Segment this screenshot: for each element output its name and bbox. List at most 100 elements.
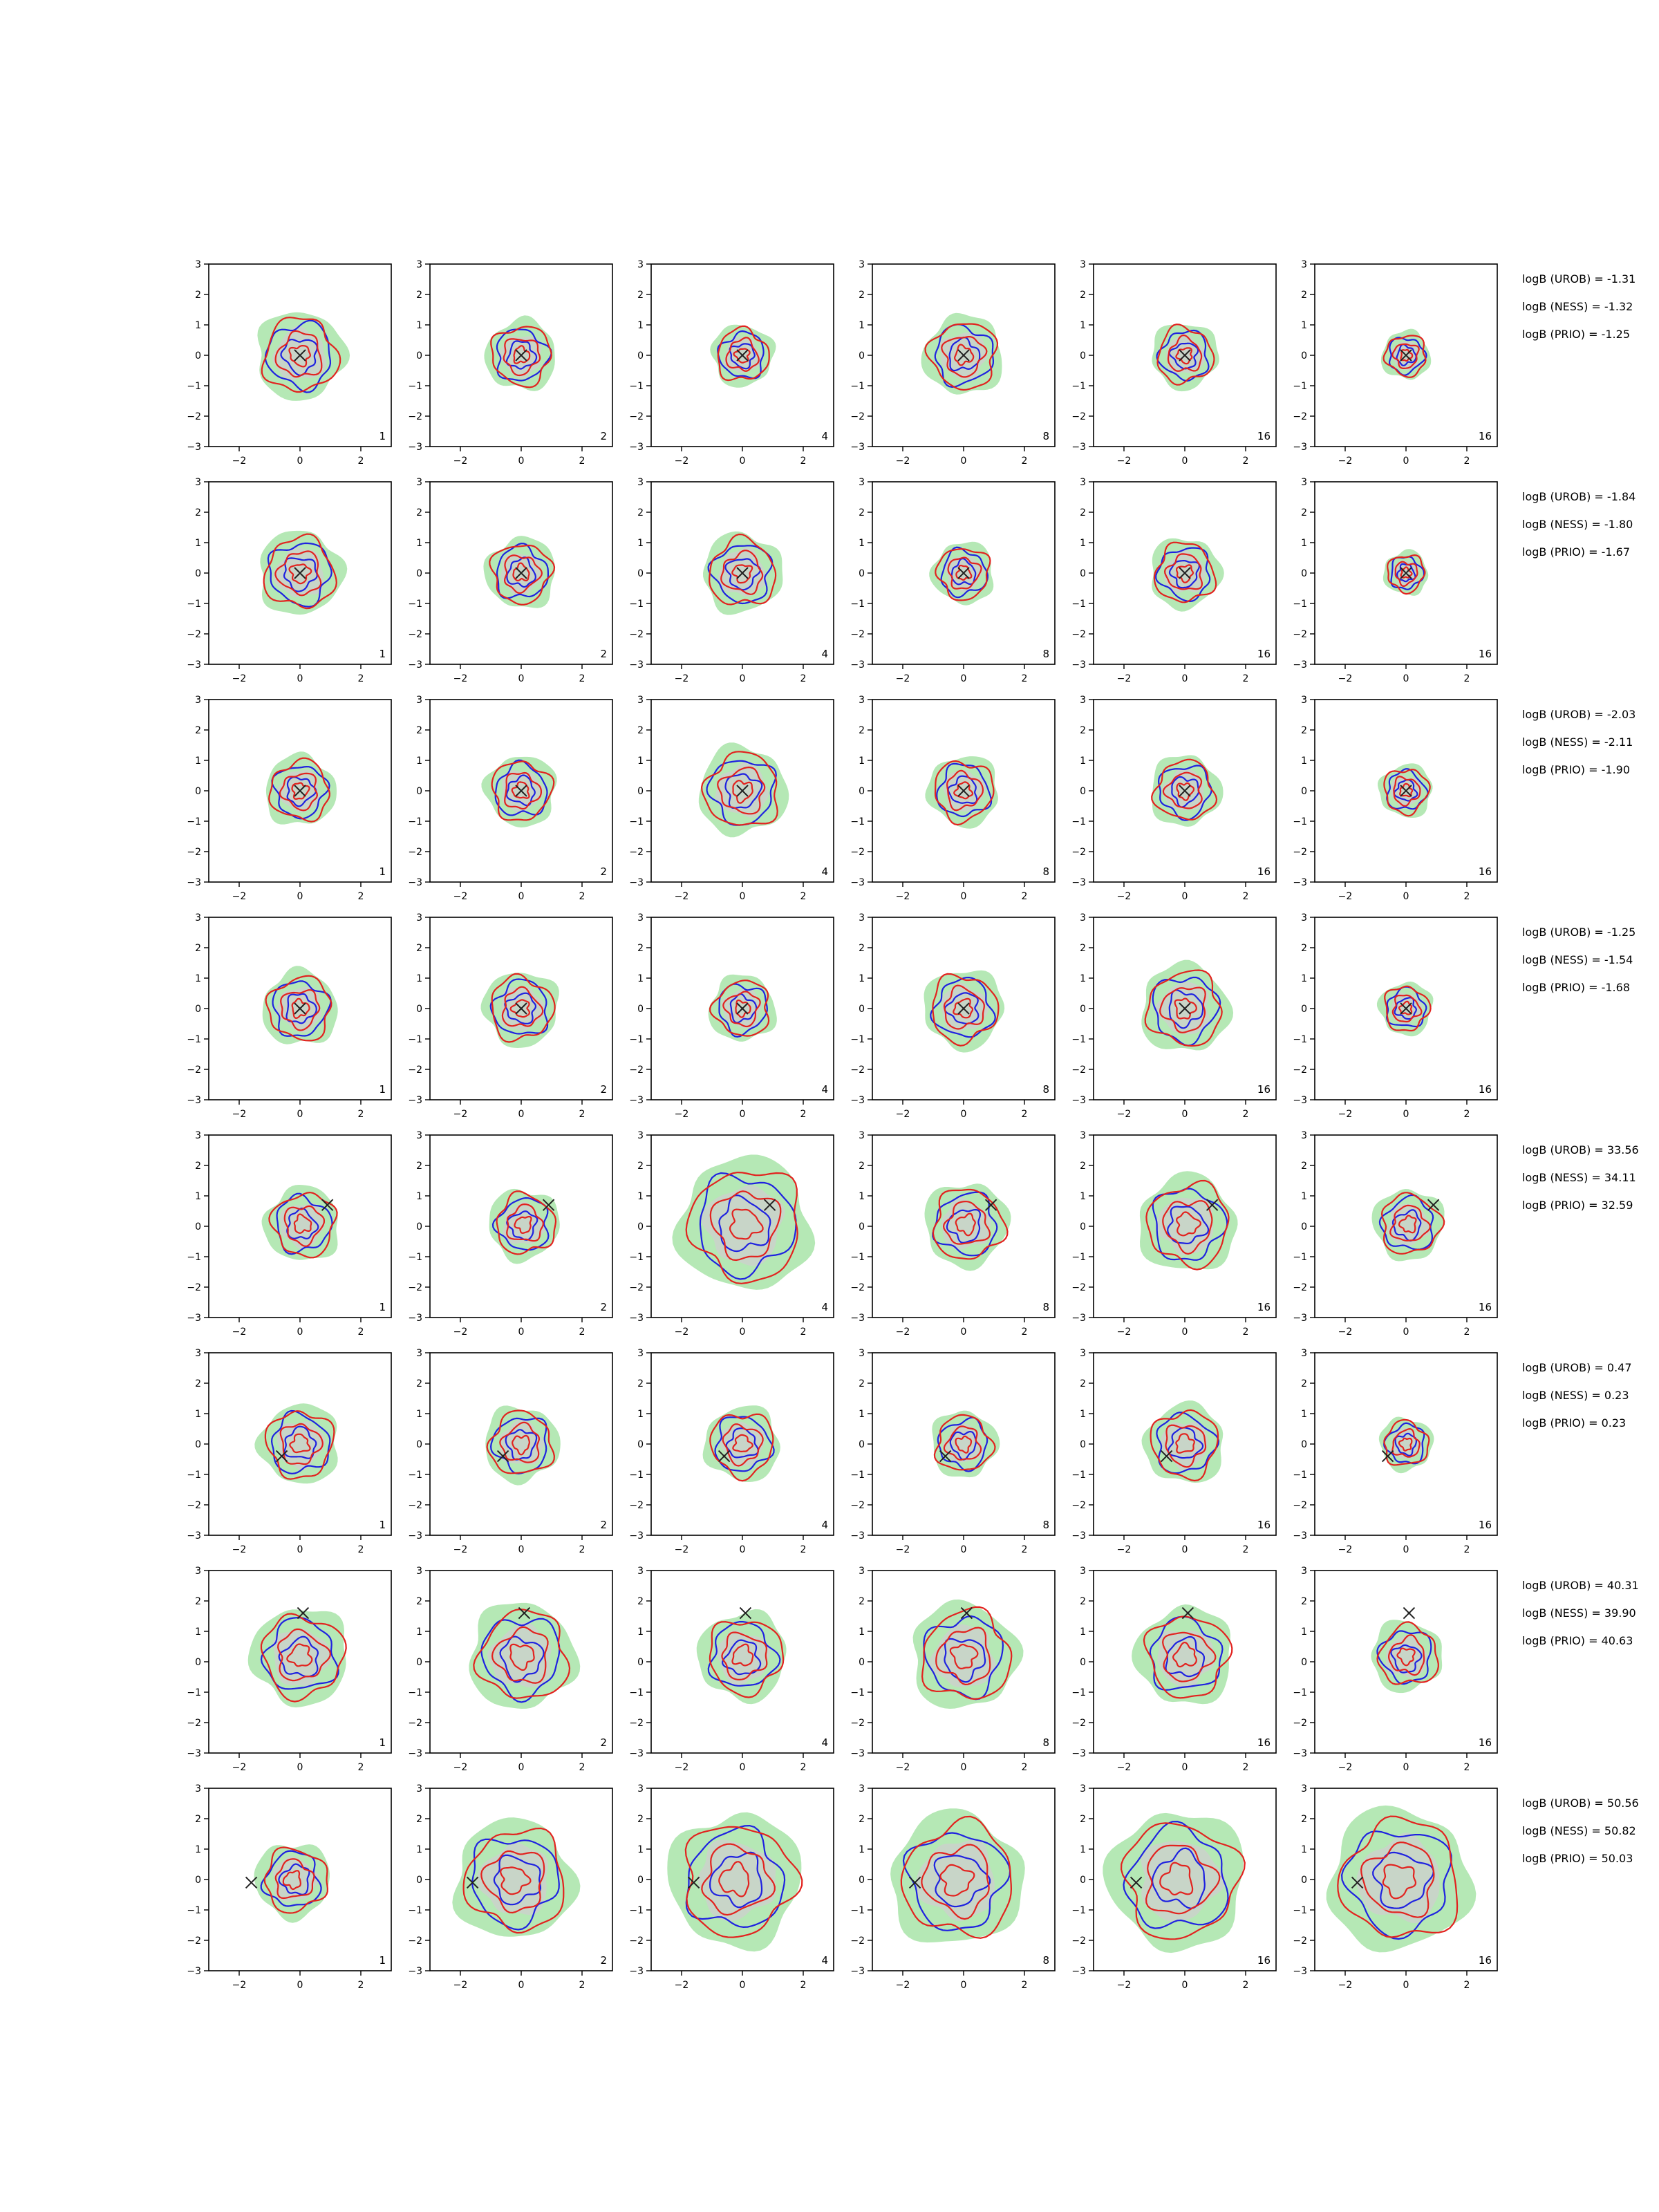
blue-contour-inner xyxy=(506,556,537,588)
y-tick-label: −2 xyxy=(629,1500,644,1511)
panel-corner-label: 4 xyxy=(821,865,828,878)
y-tick-label: 3 xyxy=(1080,1783,1086,1794)
y-tick-label: 3 xyxy=(1301,1566,1307,1577)
red-contour-outer xyxy=(709,533,777,606)
y-tick-label: −1 xyxy=(629,1687,644,1698)
red-contour-outer xyxy=(709,1413,774,1482)
y-tick-label: 0 xyxy=(637,786,644,797)
y-tick-label: 0 xyxy=(1301,568,1307,579)
panel-r3-c1: −2 0 2 3 2 1 0 −1 −2 −3 1 xyxy=(187,695,392,902)
red-contour-inner xyxy=(955,564,973,581)
y-tick-label: 2 xyxy=(637,290,644,301)
x-tick-label: 2 xyxy=(1464,673,1470,684)
y-tick-label: 1 xyxy=(637,1844,644,1855)
x-tick-label: 0 xyxy=(740,1109,746,1120)
panel-r6-c6: −2 0 2 3 2 1 0 −1 −2 −3 16 xyxy=(1293,1348,1498,1555)
panel-r4-c5: −2 0 2 3 2 1 0 −1 −2 −3 16 xyxy=(1071,912,1277,1120)
y-tick-label: −2 xyxy=(850,1936,865,1947)
panel-corner-label: 8 xyxy=(1042,1301,1049,1313)
red-contour-inner xyxy=(731,1643,754,1667)
red-contour-outer xyxy=(268,1191,338,1259)
y-tick-label: −3 xyxy=(1071,877,1086,888)
y-tick-label: −1 xyxy=(408,1252,422,1263)
x-tick-label: 2 xyxy=(358,1327,364,1338)
red-contour-inner xyxy=(1176,1211,1202,1237)
red-contour-inner xyxy=(732,780,753,804)
true-value-marker xyxy=(275,1450,288,1463)
red-contour-middle xyxy=(921,1844,990,1920)
y-tick-label: 3 xyxy=(637,1783,644,1794)
evidence-label: logB (UROB) = 40.31 xyxy=(1522,1579,1639,1592)
red-contour-middle xyxy=(280,989,321,1031)
x-tick-label: 0 xyxy=(1403,891,1409,902)
evidence-label: logB (PRIO) = -1.90 xyxy=(1522,763,1630,776)
y-tick-label: 0 xyxy=(416,1004,422,1015)
y-tick-label: −3 xyxy=(1071,659,1086,671)
true-value-marker xyxy=(739,1606,752,1620)
panel-r2-c2: −2 0 2 3 2 1 0 −1 −2 −3 2 xyxy=(408,477,613,684)
y-tick-label: 2 xyxy=(195,725,201,736)
x-tick-label: −2 xyxy=(675,1109,689,1120)
x-tick-label: −2 xyxy=(675,673,689,684)
red-contour-outer xyxy=(717,325,770,382)
y-tick-label: −1 xyxy=(1293,1252,1307,1263)
y-tick-label: −2 xyxy=(1071,1065,1086,1076)
evidence-label: logB (UROB) = -1.25 xyxy=(1522,926,1636,939)
y-tick-label: −2 xyxy=(408,1500,422,1511)
y-tick-label: 2 xyxy=(1080,290,1086,301)
true-value-marker xyxy=(542,1199,555,1211)
red-contour-inner xyxy=(955,1212,976,1237)
evidence-label: logB (UROB) = -1.84 xyxy=(1522,490,1636,503)
blue-contour-outer xyxy=(260,1617,339,1690)
y-tick-label: −3 xyxy=(187,1966,201,1977)
x-tick-label: 0 xyxy=(740,1762,746,1773)
y-tick-label: −1 xyxy=(187,1470,201,1481)
y-tick-label: −3 xyxy=(1293,877,1307,888)
y-tick-label: 1 xyxy=(1301,320,1307,331)
y-tick-label: −3 xyxy=(187,659,201,671)
blue-contour-outer xyxy=(1340,1830,1452,1940)
y-tick-label: 1 xyxy=(1080,1627,1086,1638)
red-contour-inner xyxy=(289,1433,311,1454)
y-tick-label: 1 xyxy=(859,1844,865,1855)
red-contour-inner xyxy=(1382,1864,1417,1900)
x-tick-label: 0 xyxy=(297,1762,303,1773)
red-contour-outer xyxy=(489,544,556,606)
y-tick-label: 1 xyxy=(416,1191,422,1202)
panel-corner-label: 1 xyxy=(379,1736,386,1749)
y-tick-label: 0 xyxy=(1080,568,1086,579)
x-tick-label: −2 xyxy=(1338,1544,1353,1555)
x-tick-label: −2 xyxy=(675,1762,689,1773)
y-tick-label: 3 xyxy=(195,912,201,924)
red-contour-outer xyxy=(486,1409,556,1474)
true-value-marker xyxy=(515,349,527,362)
y-tick-label: −3 xyxy=(1293,659,1307,671)
red-contour-outer xyxy=(1376,1621,1439,1685)
x-tick-label: −2 xyxy=(232,1109,247,1120)
blue-contour-inner xyxy=(729,993,758,1024)
y-tick-label: 3 xyxy=(416,1348,422,1359)
panel-r4-c4: −2 0 2 3 2 1 0 −1 −2 −3 8 xyxy=(850,912,1056,1120)
red-contour-inner xyxy=(731,564,753,584)
x-tick-label: 2 xyxy=(1243,891,1249,902)
blue-contour-inner xyxy=(283,1425,317,1459)
red-contour-outer xyxy=(935,548,991,601)
true-value-marker xyxy=(1206,1199,1219,1211)
evidence-label: logB (NESS) = -1.32 xyxy=(1522,300,1633,313)
true-value-marker xyxy=(466,1876,479,1889)
y-tick-label: −2 xyxy=(850,411,865,422)
x-tick-label: −2 xyxy=(453,456,468,467)
y-tick-label: 3 xyxy=(1080,1566,1086,1577)
panel-corner-label: 1 xyxy=(379,648,386,660)
red-contour-middle xyxy=(1391,994,1423,1023)
panel-corner-label: 4 xyxy=(821,1301,828,1313)
red-contour-middle xyxy=(283,1205,326,1248)
red-contour-outer xyxy=(924,323,999,391)
y-tick-label: 0 xyxy=(1301,1875,1307,1886)
red-contour-inner xyxy=(291,782,310,800)
red-contour-outer xyxy=(462,1827,565,1934)
y-tick-label: 0 xyxy=(1301,1657,1307,1668)
x-tick-label: 0 xyxy=(518,456,525,467)
red-contour-outer xyxy=(491,973,556,1043)
gray-density-fill xyxy=(715,1630,771,1687)
